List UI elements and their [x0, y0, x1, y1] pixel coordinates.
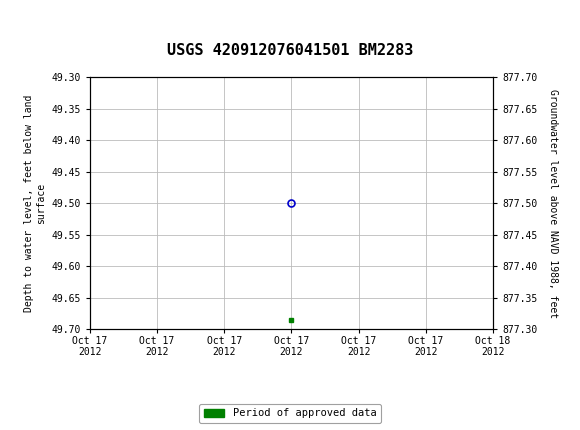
- Text: USGS 420912076041501 BM2283: USGS 420912076041501 BM2283: [167, 43, 413, 58]
- Y-axis label: Depth to water level, feet below land
surface: Depth to water level, feet below land su…: [24, 95, 46, 312]
- Y-axis label: Groundwater level above NAVD 1988, feet: Groundwater level above NAVD 1988, feet: [548, 89, 559, 318]
- Legend: Period of approved data: Period of approved data: [200, 404, 380, 423]
- Text: ≡USGS: ≡USGS: [9, 16, 79, 34]
